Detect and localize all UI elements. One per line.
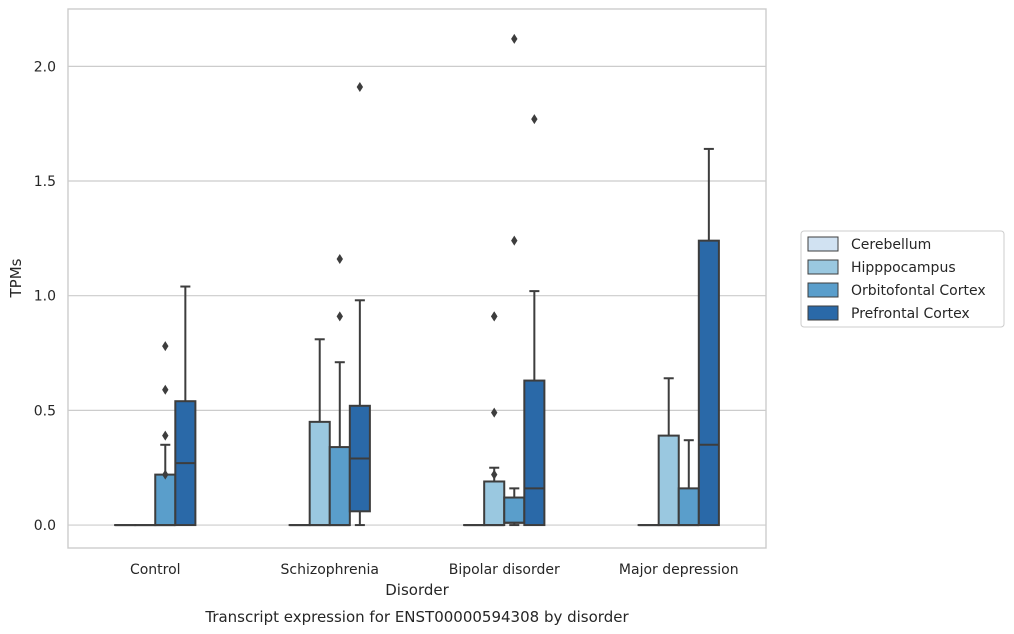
legend-swatch bbox=[807, 305, 839, 321]
box-prefrontal-cortex bbox=[697, 147, 720, 527]
x-tick-labels: Control Schizophrenia Bipolar disorder Majo… bbox=[130, 562, 739, 578]
y-tick-label: 0.5 bbox=[34, 403, 56, 419]
box-hipppocampus bbox=[483, 311, 506, 527]
x-axis-label: Disorder bbox=[385, 581, 449, 599]
y-tick-label: 1.5 bbox=[34, 174, 56, 190]
box-body bbox=[154, 473, 177, 527]
plot-boxes bbox=[114, 33, 720, 527]
legend-label: Prefrontal Cortex bbox=[851, 306, 970, 322]
legend-swatch bbox=[807, 236, 839, 252]
box-prefrontal-cortex bbox=[174, 285, 197, 527]
legend: Cerebellum Hipppocampus Orbitofontal Corte… bbox=[800, 230, 1005, 328]
y-tick-label: 1.0 bbox=[34, 289, 56, 305]
outlier-point bbox=[162, 341, 169, 352]
legend-label: Hipppocampus bbox=[851, 260, 956, 276]
box-orbitofontal-cortex bbox=[154, 341, 177, 527]
outlier-point bbox=[336, 311, 343, 322]
y-tick-label: 2.0 bbox=[34, 59, 56, 75]
box-hipppocampus bbox=[308, 338, 331, 527]
outlier-point bbox=[531, 114, 538, 125]
box-orbitofontal-cortex bbox=[503, 33, 526, 527]
legend-label: Orbitofontal Cortex bbox=[851, 283, 986, 299]
outlier-point bbox=[336, 254, 343, 265]
outlier-point bbox=[511, 235, 518, 246]
box-prefrontal-cortex bbox=[348, 81, 371, 527]
outlier-point bbox=[491, 407, 498, 418]
x-tick-label: Bipolar disorder bbox=[449, 562, 560, 578]
legend-swatch bbox=[807, 259, 839, 275]
box-body bbox=[308, 420, 331, 527]
x-tick-label: Control bbox=[130, 562, 181, 578]
box-prefrontal-cortex bbox=[523, 114, 546, 527]
box-orbitofontal-cortex bbox=[328, 254, 351, 527]
chart-caption: Transcript expression for ENST0000059430… bbox=[204, 608, 629, 626]
box-hipppocampus bbox=[657, 377, 680, 527]
box-body bbox=[697, 239, 720, 527]
y-tick-label: 0.0 bbox=[34, 518, 56, 534]
legend-swatch bbox=[807, 282, 839, 298]
legend-frame bbox=[800, 230, 1005, 328]
x-tick-label: Major depression bbox=[619, 562, 739, 578]
box-orbitofontal-cortex bbox=[677, 439, 700, 527]
outlier-point bbox=[491, 469, 498, 480]
box-body bbox=[657, 434, 680, 527]
legend-label: Cerebellum bbox=[851, 237, 931, 253]
y-tick-labels: 0.0 0.5 1.0 1.5 2.0 bbox=[34, 59, 56, 534]
outlier-point bbox=[511, 33, 518, 44]
outlier-point bbox=[356, 81, 364, 92]
plot-frame bbox=[67, 8, 767, 549]
box-body bbox=[677, 487, 700, 527]
outlier-point bbox=[491, 311, 498, 322]
x-tick-label: Schizophrenia bbox=[281, 562, 379, 578]
y-axis-label: TPMs bbox=[7, 258, 25, 298]
outlier-point bbox=[162, 430, 169, 441]
box-body bbox=[483, 480, 506, 527]
outlier-point bbox=[162, 384, 169, 395]
box-body bbox=[523, 379, 546, 527]
box-body bbox=[328, 446, 351, 527]
outlier-point bbox=[162, 469, 169, 480]
box-body bbox=[503, 496, 526, 524]
legend-items: Cerebellum Hipppocampus Orbitofontal Corte… bbox=[807, 236, 986, 322]
